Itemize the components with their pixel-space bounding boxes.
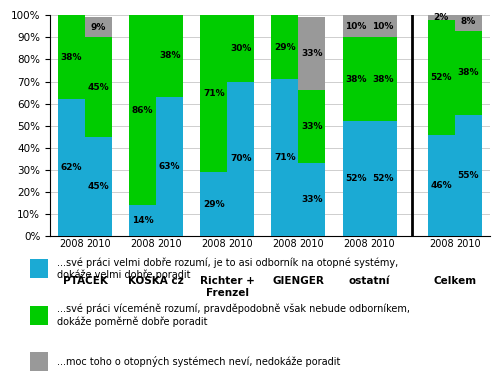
Text: PTÁČEK: PTÁČEK [62, 276, 108, 286]
Text: ...moc toho o otopných systémech neví, nedokáže poradit: ...moc toho o otopných systémech neví, n… [57, 356, 341, 367]
Bar [298, 163, 326, 236]
Bar [85, 137, 112, 236]
Text: ostatní: ostatní [349, 276, 391, 286]
Bar [455, 31, 482, 115]
Text: 52%: 52% [430, 73, 452, 82]
Bar [85, 37, 112, 137]
Bar [85, 18, 112, 37]
Text: 52%: 52% [346, 174, 367, 183]
Text: 86%: 86% [132, 106, 154, 115]
FancyBboxPatch shape [30, 259, 48, 278]
Bar [370, 121, 396, 236]
Text: 38%: 38% [458, 68, 479, 77]
Bar [58, 99, 85, 236]
Bar [272, 15, 298, 79]
Text: 33%: 33% [301, 122, 322, 131]
Text: 33%: 33% [301, 50, 322, 58]
Text: 38%: 38% [159, 51, 180, 59]
Text: 2%: 2% [434, 13, 449, 22]
Text: 14%: 14% [132, 216, 154, 225]
Text: 71%: 71% [203, 89, 224, 98]
Text: 45%: 45% [88, 83, 110, 91]
Text: 71%: 71% [274, 153, 295, 162]
Text: 52%: 52% [372, 174, 394, 183]
Text: 63%: 63% [159, 162, 180, 171]
Text: 29%: 29% [203, 200, 224, 209]
Bar [200, 15, 228, 172]
Text: 62%: 62% [61, 163, 82, 172]
Bar [156, 13, 184, 97]
Text: 30%: 30% [230, 44, 252, 53]
FancyBboxPatch shape [30, 352, 48, 371]
Bar [129, 15, 156, 205]
Text: 33%: 33% [301, 195, 322, 204]
Bar [272, 79, 298, 236]
Text: Celkem: Celkem [434, 276, 476, 286]
Bar [370, 15, 396, 37]
Text: 10%: 10% [346, 22, 366, 31]
Text: 8%: 8% [461, 18, 476, 26]
Bar [455, 13, 482, 31]
Bar [428, 20, 455, 134]
Bar [455, 115, 482, 236]
FancyBboxPatch shape [30, 306, 48, 325]
Bar [342, 37, 369, 121]
Text: GIENGER: GIENGER [272, 276, 324, 286]
Text: 29%: 29% [274, 43, 295, 52]
Text: ...své práci velmi dobře rozumí, je to asi odborník na otopné systémy,
dokáže ve: ...své práci velmi dobře rozumí, je to a… [57, 257, 398, 280]
Bar [298, 18, 326, 90]
Bar [129, 205, 156, 236]
Text: 38%: 38% [372, 75, 394, 84]
Bar [58, 15, 85, 99]
Bar [298, 90, 326, 163]
Bar [228, 82, 254, 236]
Bar [370, 37, 396, 121]
Bar [228, 15, 254, 82]
Bar [156, 97, 184, 236]
Text: 70%: 70% [230, 154, 252, 163]
Text: ...své práci víceméně rozumí, pravděpodobně však nebude odborníkem,
dokáže poměr: ...své práci víceméně rozumí, pravděpodo… [57, 304, 410, 327]
Text: 9%: 9% [91, 23, 106, 32]
Bar [428, 15, 455, 20]
Text: 38%: 38% [61, 53, 82, 62]
Bar [200, 172, 228, 236]
Bar [342, 121, 369, 236]
Text: Richter +
Frenzel: Richter + Frenzel [200, 276, 255, 298]
Text: 46%: 46% [430, 181, 452, 190]
Text: 38%: 38% [346, 75, 367, 84]
Text: 45%: 45% [88, 182, 110, 191]
Text: 10%: 10% [372, 22, 394, 31]
Text: 55%: 55% [458, 171, 479, 180]
Text: KOSKA cz: KOSKA cz [128, 276, 184, 286]
Bar [342, 15, 369, 37]
Bar [428, 134, 455, 236]
